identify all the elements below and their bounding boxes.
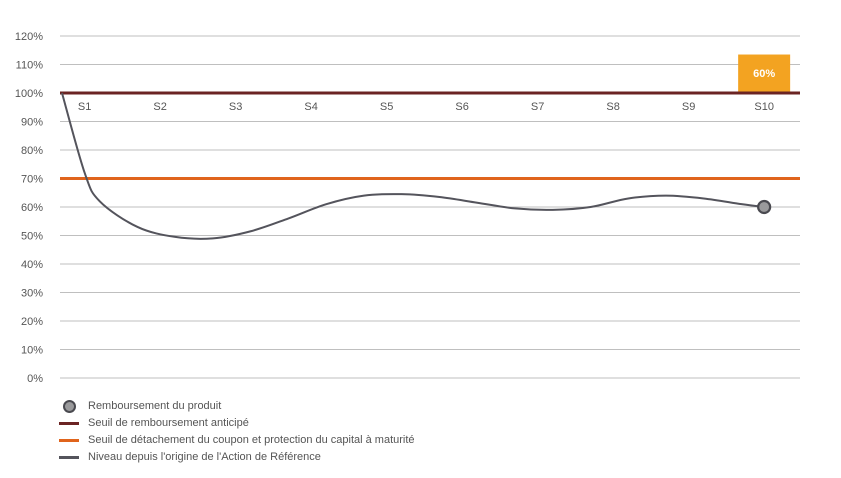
marker-group (757, 199, 772, 215)
y-tick-label: 50% (21, 231, 43, 243)
y-tick-label: 120% (15, 31, 43, 43)
gridlines (60, 35, 800, 379)
line-swatch-icon (58, 434, 80, 446)
y-tick-label: 10% (21, 345, 43, 357)
y-tick-label: 30% (21, 288, 43, 300)
callout-label: 60% (753, 68, 775, 80)
x-tick-label: S4 (304, 101, 317, 113)
y-tick-label: 90% (21, 117, 43, 129)
series-lines (61, 92, 765, 240)
legend-label: Niveau depuis l'origine de l'Action de R… (88, 450, 321, 463)
line-chart: 0% 10% 20% 30% 40% 50% 60% 70% 80% 90% 100% 110% 120… (15, 31, 800, 385)
redemption-marker (757, 199, 772, 215)
threshold-lines (60, 91, 800, 180)
y-tick-label: 0% (27, 373, 43, 385)
y-tick-label: 20% (21, 316, 43, 328)
x-tick-label: S3 (229, 101, 242, 113)
y-tick-label: 110% (16, 60, 44, 72)
y-tick-label: 40% (21, 259, 43, 271)
y-tick-label: 80% (21, 145, 43, 157)
x-tick-label: S5 (380, 101, 393, 113)
x-axis-tick-labels: S1 S2 S3 S4 S5 S6 S7 S8 S9 S10 (78, 101, 774, 113)
legend-label: Remboursement du produit (88, 399, 222, 412)
legend-label: Seuil de remboursement anticipé (88, 416, 249, 429)
legend-item-stock-level: Niveau depuis l'origine de l'Action de R… (58, 448, 415, 465)
y-tick-label: 60% (21, 202, 43, 214)
callout-group: 60% (738, 54, 791, 92)
x-tick-label: S7 (531, 101, 544, 113)
legend-item-marker: Remboursement du produit (58, 397, 415, 414)
y-tick-label: 70% (21, 174, 43, 186)
stock-level-line (61, 92, 765, 240)
callout-box (738, 54, 791, 92)
legend-label: Seuil de détachement du coupon et protec… (88, 433, 415, 446)
legend-item-coupon-threshold: Seuil de détachement du coupon et protec… (58, 431, 415, 448)
y-axis-tick-labels: 0% 10% 20% 30% 40% 50% 60% 70% 80% 90% 100% 110% 120… (15, 31, 43, 385)
x-tick-label: S10 (754, 101, 774, 113)
x-tick-label: S2 (153, 101, 166, 113)
legend: Remboursement du produit Seuil de rembou… (58, 397, 415, 465)
y-tick-label: 100% (15, 88, 43, 100)
x-tick-label: S8 (606, 101, 619, 113)
marker-dot-icon (58, 399, 80, 413)
x-tick-label: S1 (78, 101, 91, 113)
x-tick-label: S9 (682, 101, 695, 113)
line-swatch-icon (58, 417, 80, 429)
x-tick-label: S6 (455, 101, 468, 113)
legend-item-early-redemption: Seuil de remboursement anticipé (58, 414, 415, 431)
line-swatch-icon (58, 451, 80, 463)
